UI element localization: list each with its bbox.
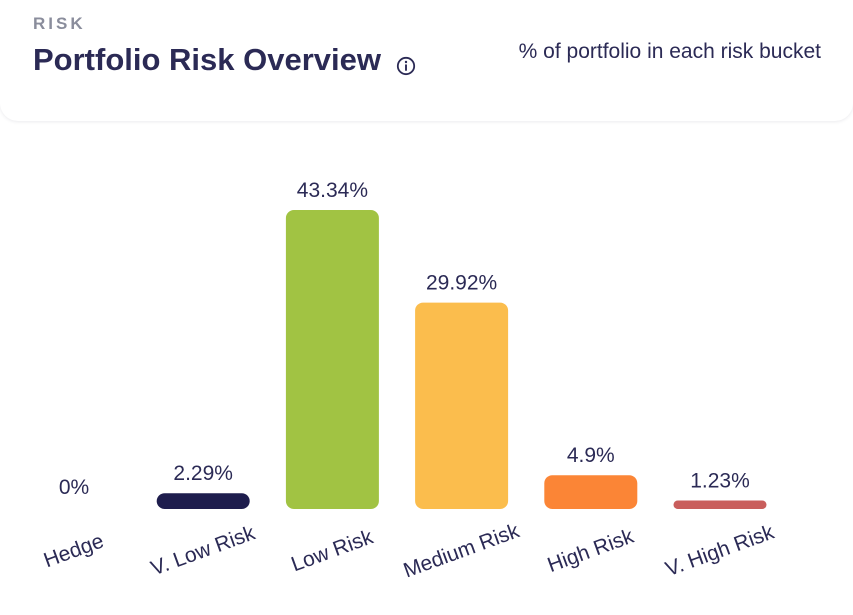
category-label-hedge: Hedge xyxy=(41,530,107,573)
bar-v-high-risk[interactable] xyxy=(673,500,767,509)
category-label-low-risk: Low Risk xyxy=(288,525,376,576)
value-label-high-risk: 4.9% xyxy=(567,444,615,467)
value-label-hedge: 0% xyxy=(59,476,89,499)
risk-bar-chart: 0% Hedge 2.29% V. Low Risk 43.34% Low Risk 29.… xyxy=(0,121,853,615)
bar-high-risk[interactable] xyxy=(544,475,638,509)
bar-medium-risk[interactable] xyxy=(415,302,509,509)
chart-canvas: 0% Hedge 2.29% V. Low Risk 43.34% Low Risk 29.… xyxy=(41,179,778,582)
category-label-high-risk: High Risk xyxy=(544,525,637,578)
value-label-v-high-risk: 1.23% xyxy=(690,470,750,493)
page-title: Portfolio Risk Overview xyxy=(33,42,381,77)
value-label-low-risk: 43.34% xyxy=(297,179,368,202)
value-label-v-low-risk: 2.29% xyxy=(173,462,233,485)
category-label-medium-risk: Medium Risk xyxy=(400,519,522,582)
section-eyebrow: RISK xyxy=(33,14,86,33)
bar-low-risk[interactable] xyxy=(285,210,379,509)
info-circle-icon[interactable] xyxy=(396,56,416,76)
category-label-v-high-risk: V. High Risk xyxy=(662,520,777,581)
chart-subtitle: % of portfolio in each risk bucket xyxy=(518,40,821,63)
header-card: RISK Portfolio Risk Overview % of portfo… xyxy=(0,0,853,121)
category-label-v-low-risk: V. Low Risk xyxy=(148,521,259,580)
bar-v-low-risk[interactable] xyxy=(156,493,250,509)
value-label-medium-risk: 29.92% xyxy=(426,272,497,295)
